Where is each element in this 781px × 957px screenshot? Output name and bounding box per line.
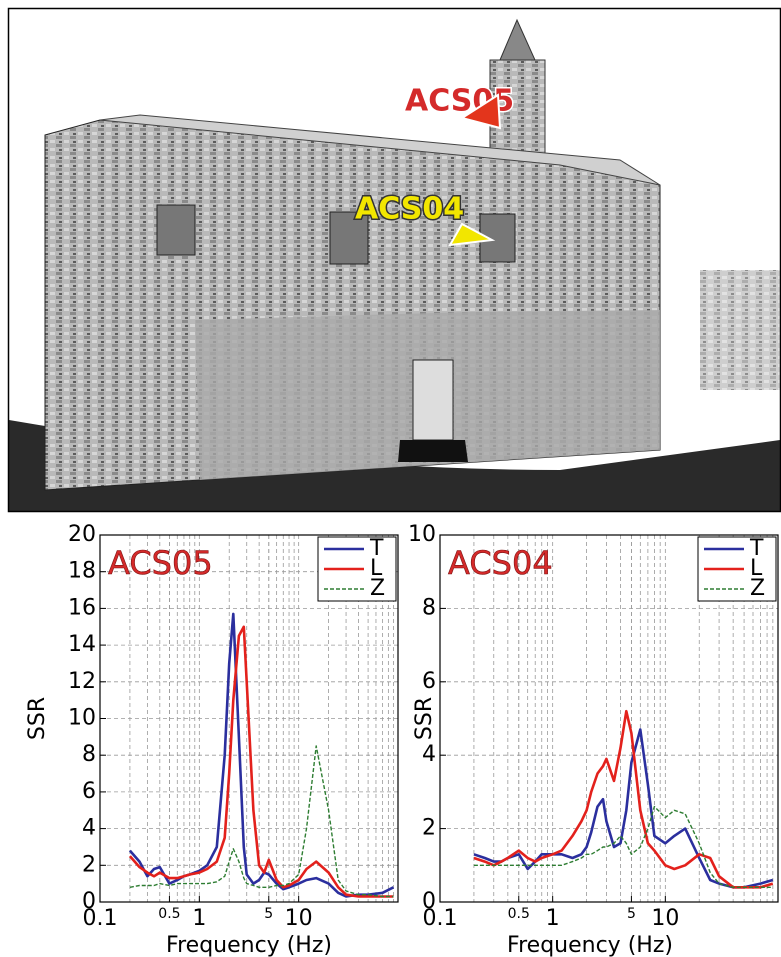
x-tick-label: 10 <box>285 906 313 931</box>
photo-window <box>156 204 196 256</box>
plot-frame <box>439 534 779 903</box>
chart: 0.1 0.5 1 5 10 0 2 4 6 8 10 12 14 16 18 20 TLZ ACS05 Frequ… <box>25 522 399 957</box>
series-line <box>129 745 394 898</box>
y-tick-label: 6 <box>422 669 436 694</box>
y-tick-label: 8 <box>422 595 436 620</box>
chart-title: ACS04 <box>448 544 553 582</box>
series-line <box>128 625 394 898</box>
series-line <box>128 612 395 898</box>
photo-roof <box>99 114 661 186</box>
series-line <box>473 805 773 888</box>
y-tick-label: 0 <box>82 889 96 914</box>
x-axis-label: Frequency (Hz) <box>507 933 673 957</box>
plot-frame <box>99 534 399 903</box>
y-tick-label: 4 <box>82 816 96 841</box>
photo-spire <box>499 18 536 61</box>
x-axis-label: Frequency (Hz) <box>166 933 332 957</box>
photo-label: ACS04 <box>355 192 464 227</box>
legend-label: L <box>750 556 763 581</box>
y-axis-label: SSR <box>412 697 437 740</box>
y-tick-label: 6 <box>82 779 96 804</box>
y-tick-label: 18 <box>68 559 96 584</box>
legend-label: Z <box>370 576 385 601</box>
legend-label: T <box>749 536 764 561</box>
y-tick-label: 20 <box>68 522 96 547</box>
chart: 0.1 0.5 1 5 10 0 2 4 6 8 10 TLZ ACS04 Frequency (Hz) S… <box>408 522 779 957</box>
legend-label: L <box>370 556 383 581</box>
legend-label: Z <box>750 576 765 601</box>
x-tick-label: 1 <box>192 906 206 931</box>
x-tick-label: 0.1 <box>423 906 458 931</box>
x-tick-label: 5 <box>264 906 273 922</box>
photo-side-house <box>700 270 780 390</box>
photo-window <box>329 211 369 265</box>
y-axis-label: SSR <box>25 697 50 740</box>
x-tick-label: 10 <box>651 906 679 931</box>
y-tick-label: 4 <box>422 742 436 767</box>
y-tick-label: 2 <box>422 816 436 841</box>
photo-steps <box>398 440 468 462</box>
series-line <box>473 709 774 889</box>
y-tick-label: 16 <box>68 595 96 620</box>
chart-title: ACS05 <box>108 544 213 582</box>
photo-marker <box>459 93 502 130</box>
x-tick-label: 0.1 <box>83 906 118 931</box>
y-tick-label: 2 <box>82 852 96 877</box>
photo-marker <box>448 222 496 247</box>
x-tick-label: 5 <box>627 906 636 922</box>
x-tick-label: 0.5 <box>508 906 530 922</box>
y-tick-label: 12 <box>68 669 96 694</box>
x-tick-label: 0.5 <box>158 906 180 922</box>
y-tick-label: 10 <box>68 706 96 731</box>
photo: ACS05 ACS04 <box>9 9 780 511</box>
y-tick-label: 0 <box>422 889 436 914</box>
series-line <box>473 728 774 889</box>
y-tick-label: 14 <box>68 632 96 657</box>
photo-door <box>412 359 454 441</box>
y-tick-label: 8 <box>82 742 96 767</box>
y-tick-label: 10 <box>408 522 436 547</box>
legend-label: T <box>369 536 384 561</box>
x-tick-label: 1 <box>546 906 560 931</box>
